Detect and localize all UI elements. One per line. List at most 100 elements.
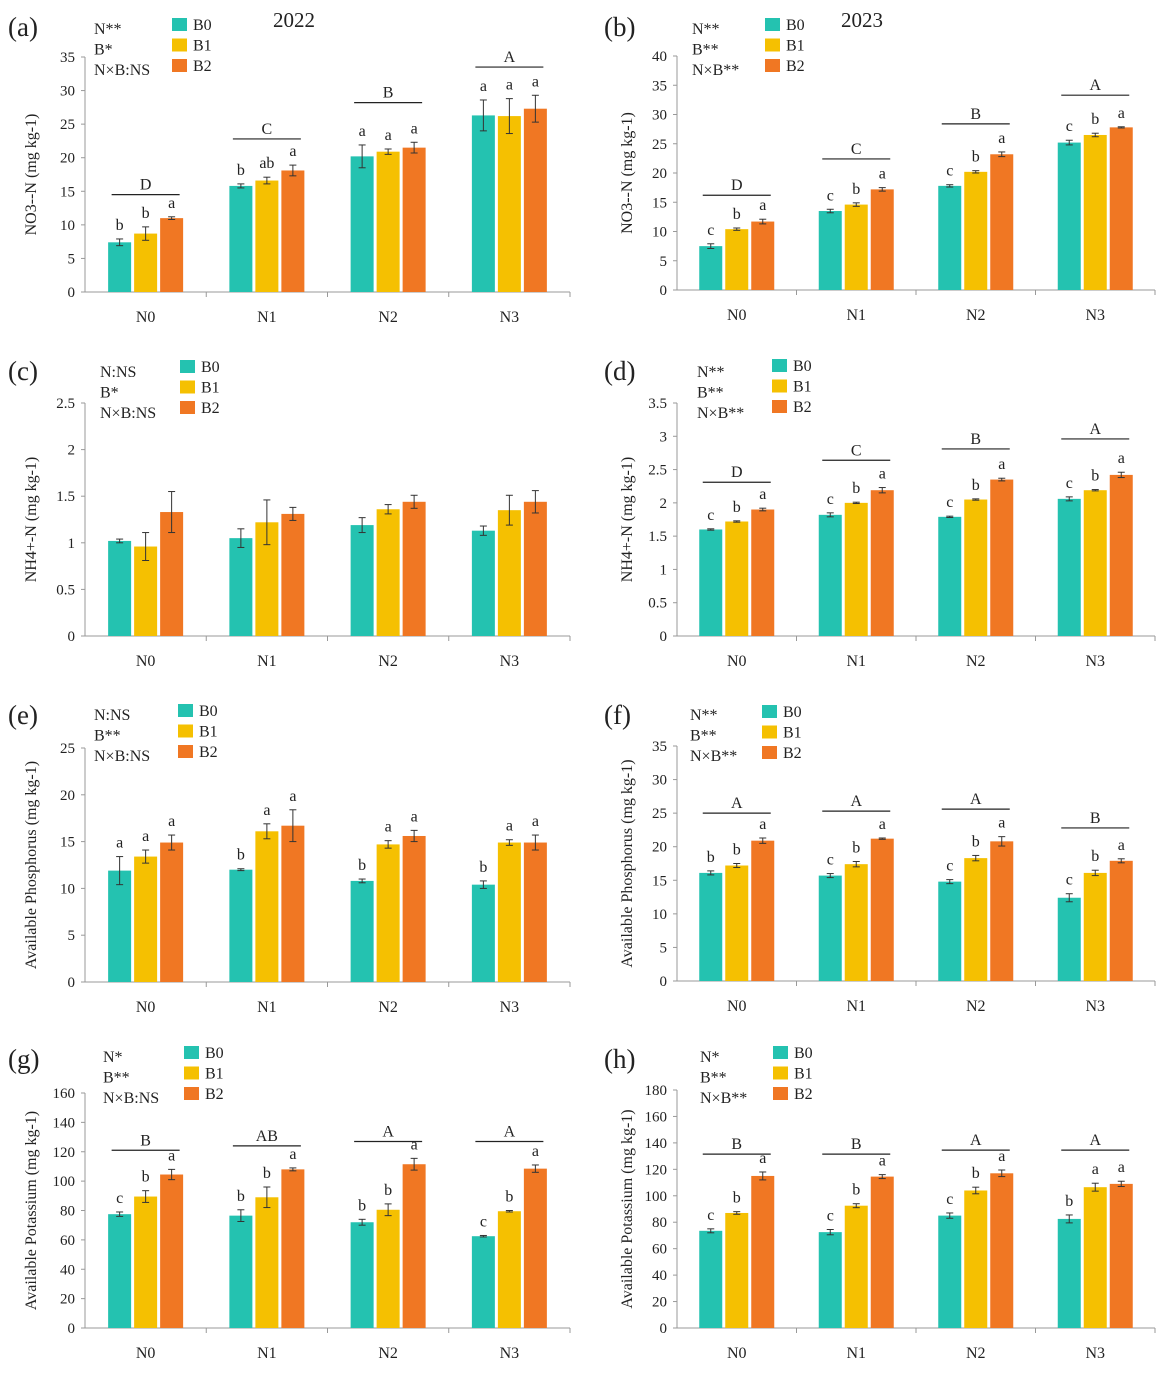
legend-label-b0: B0	[783, 704, 802, 721]
y-tick-label: 30	[652, 108, 667, 124]
y-tick-label: 100	[53, 1174, 76, 1190]
legend-swatch-b0	[184, 1046, 199, 1059]
significance-letter: c	[1066, 872, 1073, 889]
significance-letter: a	[998, 456, 1005, 473]
y-tick-label: 35	[652, 78, 667, 94]
y-tick-label: 0	[68, 975, 76, 991]
y-tick-label: 20	[652, 840, 667, 856]
bar-b2-n3	[1109, 474, 1133, 636]
bar-b2-n0	[160, 1174, 184, 1328]
y-tick-label: 0.5	[648, 596, 667, 612]
y-tick-label: 5	[660, 254, 668, 270]
legend-label-b0: B0	[794, 1045, 813, 1062]
significance-letter: b	[852, 480, 860, 497]
panel-b: (b) 2023 N** B** N×B** B0 B1 B2 0 5 10 15 20 25 30 35 40…	[604, 8, 1156, 324]
y-tick-label: 40	[60, 1262, 75, 1278]
legend-swatch-b1	[772, 379, 787, 393]
x-tick-label: N2	[966, 307, 986, 324]
bar-b0-n2	[350, 1222, 374, 1328]
legend-swatch-b2	[184, 1087, 199, 1100]
legend-swatch-b1	[765, 38, 780, 52]
group-letter: C	[262, 121, 273, 138]
y-tick-label: 0	[68, 285, 76, 301]
significance-letter: a	[759, 1150, 766, 1167]
y-tick-label: 25	[652, 137, 667, 153]
panel-c: (c) N:NS B* N×B:NS B0 B1 B2 0 0.5 1 1.5 2 2.5 NH4+-N …	[8, 356, 571, 670]
stats-label: B**	[692, 42, 719, 59]
significance-letter: a	[385, 819, 392, 836]
legend-label-b1: B1	[193, 38, 212, 55]
bar-b0-n3	[471, 530, 495, 636]
legend-swatch-b0	[765, 18, 780, 31]
significance-letter: a	[480, 78, 487, 95]
bar-b2-n1	[281, 825, 305, 982]
y-tick-label: 60	[652, 1242, 667, 1258]
x-tick-label: N0	[136, 1345, 156, 1362]
y-tick-label: 5	[660, 940, 668, 956]
significance-letter: a	[359, 123, 366, 140]
group-letter: A	[970, 1132, 982, 1149]
group-letter: B	[970, 431, 981, 448]
bar-b0-n0	[699, 1230, 723, 1328]
stats-label: N×B:NS	[103, 1090, 159, 1107]
group-letter: B	[731, 1136, 742, 1153]
y-tick-label: 1	[660, 562, 668, 578]
stats-label: B**	[700, 1070, 727, 1087]
significance-letter: a	[385, 127, 392, 144]
legend-label-b0: B0	[793, 358, 812, 375]
significance-letter: c	[1066, 118, 1073, 135]
bar-b1-n3	[1083, 1187, 1107, 1328]
significance-letter: c	[946, 163, 953, 180]
bar-b1-n3	[497, 1211, 521, 1328]
y-tick-label: 15	[652, 873, 667, 889]
y-tick-label: 35	[652, 739, 667, 755]
y-tick-label: 10	[652, 225, 667, 241]
x-tick-label: N1	[257, 653, 277, 670]
bar-b2-n3	[523, 842, 547, 982]
stats-label: N:NS	[94, 707, 130, 724]
bar-b0-n0	[699, 872, 723, 981]
significance-letter: b	[733, 1190, 741, 1207]
bar-b2-n3	[523, 108, 547, 292]
legend-label-b0: B0	[193, 17, 212, 34]
significance-letter: b	[972, 1165, 980, 1182]
x-tick-label: N1	[257, 1345, 277, 1362]
y-tick-label: 5	[68, 928, 76, 944]
significance-letter: a	[289, 143, 296, 160]
significance-letter: c	[116, 1190, 123, 1207]
y-tick-label: 20	[60, 151, 75, 167]
significance-letter: a	[142, 828, 149, 845]
y-tick-label: 35	[60, 50, 75, 66]
x-tick-label: N2	[378, 999, 398, 1016]
bar-b0-n3	[471, 115, 495, 293]
panel-label: (f)	[604, 700, 631, 730]
bar-b1-n0	[134, 546, 158, 636]
significance-letter: b	[852, 1182, 860, 1199]
legend-swatch-b2	[773, 1087, 788, 1100]
y-tick-label: 15	[652, 195, 667, 211]
bar-b2-n1	[281, 513, 305, 636]
y-tick-label: 0	[660, 1321, 668, 1337]
group-letter: A	[382, 1123, 394, 1140]
bar-b0-n2	[938, 1215, 962, 1328]
bar-b0-n2	[350, 525, 374, 636]
bar-b0-n2	[350, 156, 374, 292]
significance-letter: c	[1066, 475, 1073, 492]
stats-label: N**	[94, 21, 122, 38]
significance-letter: b	[972, 149, 980, 166]
y-tick-label: 10	[652, 907, 667, 923]
y-tick-label: 2.5	[648, 463, 667, 479]
stats-label: B**	[697, 385, 724, 402]
bar-b0-n0	[108, 1214, 132, 1328]
bar-b2-n0	[751, 840, 775, 981]
bar-b0-n1	[229, 538, 253, 636]
panel-label: (c)	[8, 356, 38, 386]
y-axis-label: NO3--N (mg kg-1)	[619, 112, 636, 234]
bar-b2-n2	[990, 841, 1014, 981]
significance-letter: a	[1118, 450, 1125, 467]
significance-letter: c	[827, 491, 834, 508]
legend-swatch-b2	[178, 745, 193, 758]
group-letter: B	[970, 106, 981, 123]
y-tick-label: 15	[60, 184, 75, 200]
legend-swatch-b0	[180, 360, 195, 373]
